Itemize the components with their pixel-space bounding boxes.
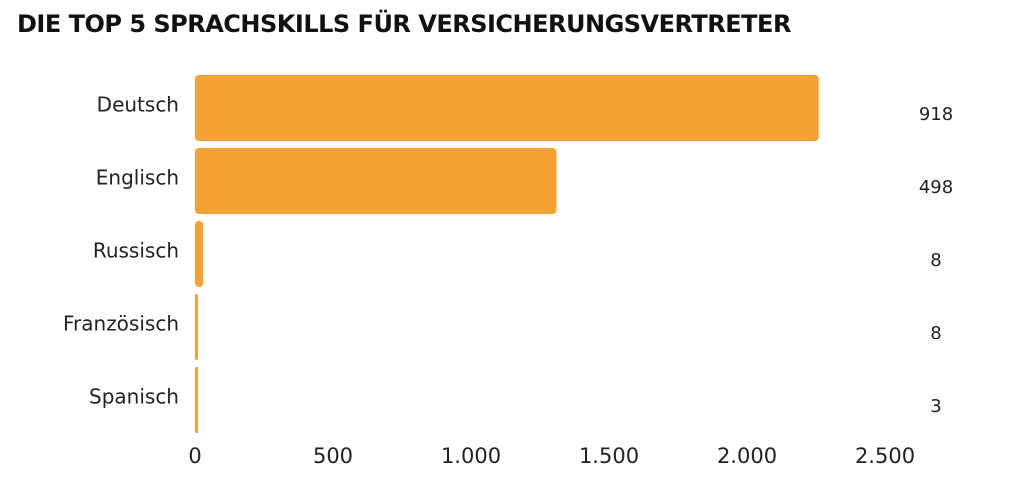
category-label-deutsch: Deutsch	[97, 93, 179, 117]
value-label-franzoesisch: 8	[930, 323, 941, 344]
value-label-englisch: 498	[919, 177, 953, 198]
value-label-russisch: 8	[930, 250, 941, 271]
category-label-russisch: Russisch	[93, 239, 179, 263]
x-tick-label-2500: 2.500	[855, 444, 915, 468]
bars-group	[195, 75, 819, 433]
x-tick-label-500: 500	[313, 444, 353, 468]
bar-spanisch	[195, 367, 198, 433]
x-tick-label-0: 0	[188, 444, 201, 468]
category-label-englisch: Englisch	[96, 166, 179, 190]
bar-russisch	[195, 221, 204, 287]
bar-deutsch	[195, 75, 819, 141]
x-tick-label-1000: 1.000	[441, 444, 501, 468]
chart-title: DIE TOP 5 SPRACHSKILLS FÜR VERSICHERUNGS…	[17, 10, 791, 38]
value-labels: 918 498 8 8 3	[919, 104, 953, 417]
category-label-franzoesisch: Französisch	[63, 312, 179, 336]
value-label-spanisch: 3	[930, 396, 941, 417]
bar-franzoesisch	[195, 294, 198, 360]
category-label-spanisch: Spanisch	[89, 385, 179, 409]
value-label-deutsch: 918	[919, 104, 953, 125]
category-labels: Deutsch Englisch Russisch Französisch Spanis…	[63, 93, 179, 409]
bar-englisch	[195, 148, 557, 214]
x-axis-tick-labels: 0 500 1.000 1.500 2.000 2.500	[188, 444, 915, 468]
x-tick-label-2000: 2.000	[717, 444, 777, 468]
x-tick-label-1500: 1.500	[579, 444, 639, 468]
